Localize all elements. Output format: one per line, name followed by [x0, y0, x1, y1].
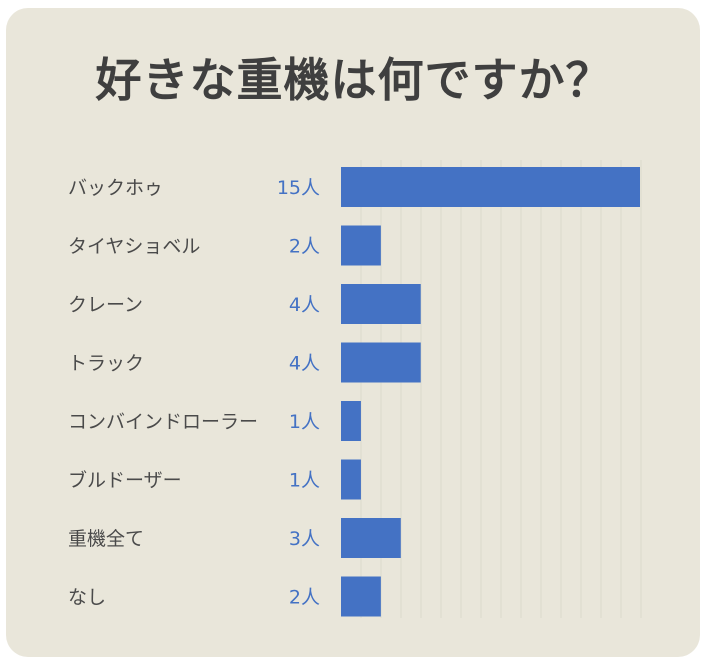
chart-title: 好きな重機は何ですか？ — [95, 53, 613, 107]
bar — [341, 401, 361, 441]
value-label: 1人 — [289, 470, 320, 492]
value-labels: 15人 2人 4人 4人 1人 1人 3人 2人 — [277, 177, 320, 609]
category-label: トラック — [68, 353, 144, 375]
value-label: 3人 — [289, 528, 320, 550]
category-label: タイヤショベル — [68, 236, 200, 258]
category-label: 重機全て — [68, 528, 144, 550]
bars — [341, 167, 640, 617]
value-label: 1人 — [289, 411, 320, 433]
value-label: 4人 — [289, 353, 320, 375]
category-label: コンバインドローラー — [68, 411, 258, 433]
bar — [341, 342, 421, 383]
value-label: 15人 — [277, 177, 320, 199]
bar — [341, 518, 401, 558]
value-label: 4人 — [289, 294, 320, 316]
category-label: なし — [68, 587, 106, 609]
value-label: 2人 — [289, 236, 320, 258]
gridlines — [360, 160, 642, 618]
category-label: バックホゥ — [68, 177, 163, 199]
bar — [341, 459, 361, 500]
bar — [341, 167, 640, 207]
bar — [341, 576, 381, 617]
category-label: クレーン — [68, 294, 143, 316]
category-label: ブルドーザー — [68, 469, 182, 492]
bar — [341, 284, 421, 324]
bar — [341, 225, 381, 266]
value-label: 2人 — [289, 587, 320, 609]
category-labels: バックホゥタイヤショベルクレーントラックコンバインドローラーブルドーザー重機全て… — [68, 177, 258, 609]
